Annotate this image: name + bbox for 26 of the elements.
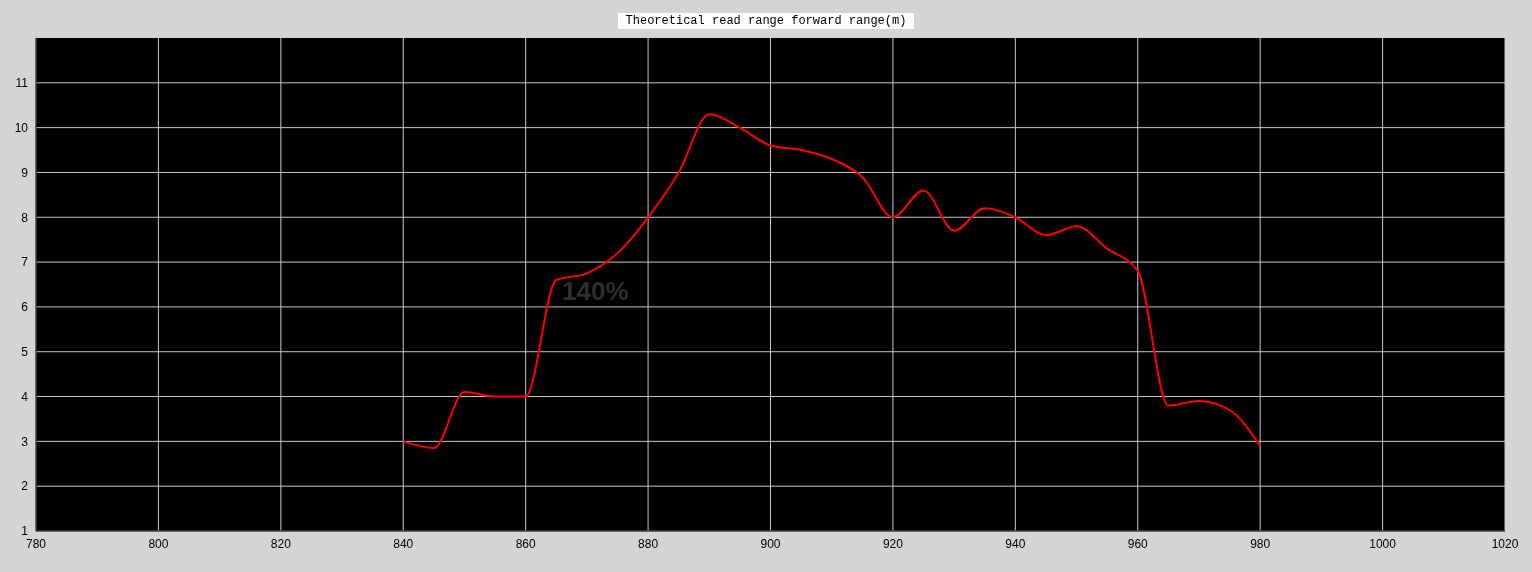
y-tick-label: 11: [15, 76, 29, 91]
y-tick-label: 7: [21, 255, 29, 270]
line-series: [402, 113, 1262, 450]
x-tick-label: 800: [148, 536, 169, 551]
y-tick-label: 1: [21, 524, 29, 539]
y-tick-label: 5: [21, 344, 29, 359]
x-tick-label: 980: [1250, 536, 1271, 551]
x-tick-label: 900: [760, 536, 781, 551]
y-tick-label: 2: [21, 479, 29, 494]
x-tick-label: 860: [515, 536, 536, 551]
y-tick-label: 4: [21, 389, 29, 404]
y-tick-label: 8: [21, 210, 29, 225]
y-tick-label: 6: [21, 300, 29, 315]
x-tick-label: 840: [393, 536, 414, 551]
y-tick-label: 9: [21, 165, 29, 180]
y-tick-label: 3: [21, 434, 29, 449]
x-tick-label: 880: [638, 536, 659, 551]
y-tick-label: 10: [14, 120, 29, 135]
x-tick-label: 780: [25, 536, 47, 551]
x-tick-label: 940: [1005, 536, 1026, 551]
x-tick-label: 1000: [1369, 536, 1397, 551]
x-tick-label: 820: [270, 536, 292, 551]
chart-title: Theoretical read range forward range(m): [617, 13, 915, 29]
x-tick-label: 1020: [1491, 536, 1519, 551]
x-tick-label: 920: [882, 536, 904, 551]
x-tick-label: 960: [1127, 536, 1149, 551]
